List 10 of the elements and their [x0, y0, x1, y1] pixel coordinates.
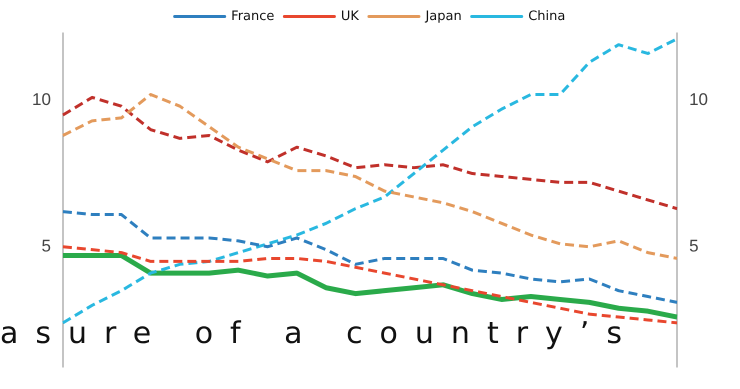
- line-series: [61, 92, 679, 260]
- legend-label: Japan: [424, 8, 462, 24]
- legend-label: UK: [340, 8, 360, 24]
- legend-label: France: [231, 8, 274, 24]
- line-series: [61, 96, 679, 210]
- annotation: asure of a country’s: [0, 316, 640, 351]
- y2-tick-label: 5: [689, 236, 699, 256]
- line-series: [61, 210, 679, 304]
- legend-label: China: [528, 8, 566, 24]
- y2-tick-label: 10: [689, 90, 708, 110]
